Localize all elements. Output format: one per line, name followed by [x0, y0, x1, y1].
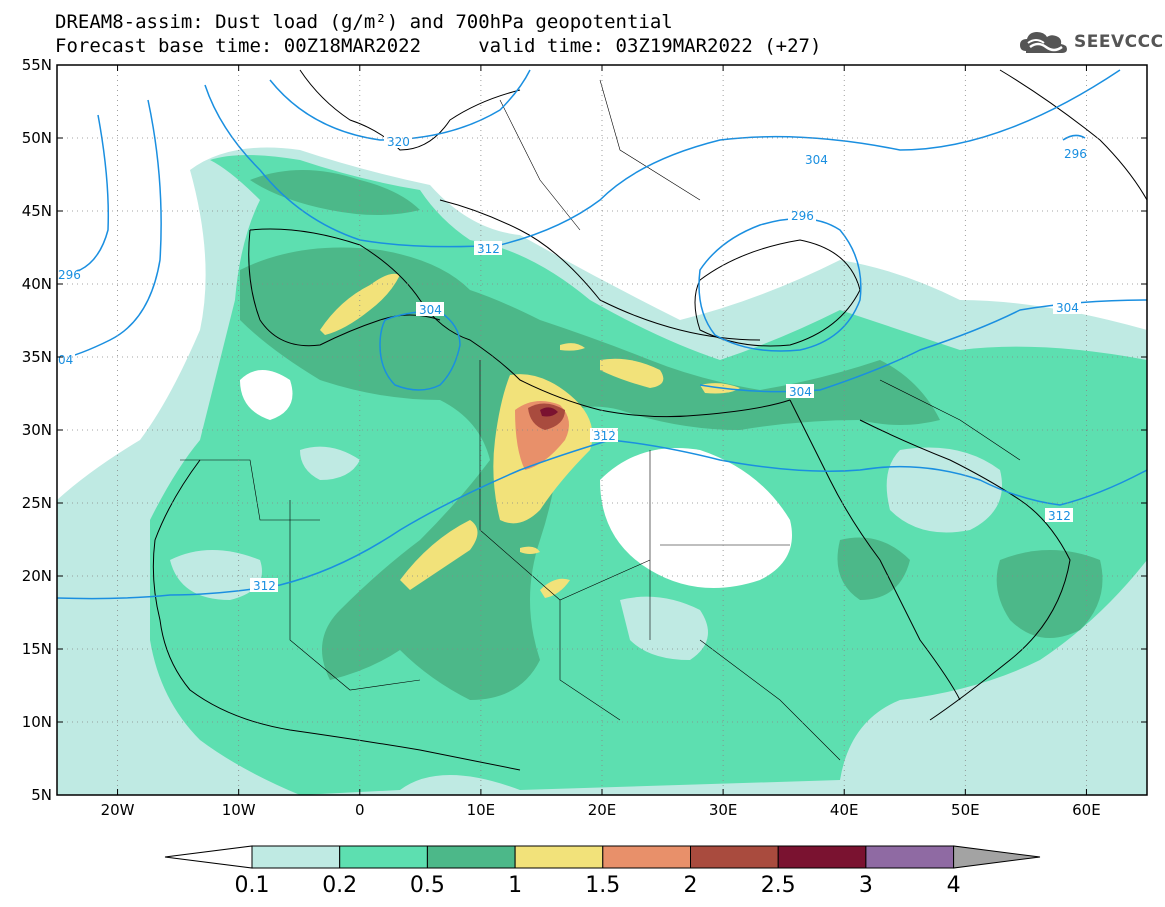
longitude-label: 0	[355, 801, 365, 819]
colorbar-label: 4	[947, 873, 961, 898]
colorbar-label: 2.5	[761, 873, 796, 898]
colorbar-label: 0.2	[322, 873, 357, 898]
colorbar-label: 0.5	[410, 873, 445, 898]
latitude-label: 10N	[22, 713, 52, 731]
contour-label: 312	[477, 242, 500, 256]
longitude-label: 20E	[588, 801, 617, 819]
longitude-label: 50E	[951, 801, 980, 819]
contour-label: 296	[791, 209, 814, 223]
latitude-label: 15N	[22, 640, 52, 658]
latitude-labels: 55N 50N 45N 40N 35N 30N 25N 20N 15N 10N 5N	[22, 56, 1147, 804]
latitude-label: 25N	[22, 494, 52, 512]
longitude-label: 60E	[1072, 801, 1101, 819]
colorbar-segment	[339, 845, 428, 869]
colorbar: 0.1 0.2 0.5 1 1.5 2 2.5 3 4	[164, 845, 1041, 898]
longitude-label: 30E	[709, 801, 738, 819]
colorbar-segment	[865, 845, 955, 869]
cloud-logo-icon	[1020, 32, 1067, 53]
contour-label: 304	[789, 385, 812, 399]
colorbar-low-arrow	[164, 845, 253, 869]
colorbar-label: 2	[684, 873, 698, 898]
colorbar-label: 0.1	[235, 873, 270, 898]
longitude-label: 10W	[222, 801, 256, 819]
borders	[180, 79, 1021, 761]
contour-label: 312	[593, 429, 616, 443]
contour-label: 304	[805, 153, 828, 167]
colorbar-segment	[690, 845, 779, 869]
contour-label: 296	[58, 268, 81, 282]
colorbar-segment	[514, 845, 604, 869]
contour-label: 304	[419, 303, 442, 317]
longitude-label: 40E	[830, 801, 859, 819]
colorbar-segment	[426, 845, 516, 869]
longitude-labels: 20W 10W 0 10E 20E 30E 40E 50E 60E	[101, 65, 1101, 819]
colorbar-segment	[251, 845, 341, 869]
latitude-label: 5N	[31, 786, 52, 804]
logo-text: SEEVCCC	[1074, 32, 1164, 52]
map-title: DREAM8-assim: Dust load (g/m²) and 700hP…	[55, 11, 673, 33]
latitude-label: 20N	[22, 567, 52, 585]
contour-label: 296	[1064, 147, 1087, 161]
contour-label: 312	[253, 579, 276, 593]
latitude-label: 55N	[22, 56, 52, 74]
colorbar-segment	[602, 845, 691, 869]
seevccc-logo: SEEVCCC	[1018, 26, 1164, 58]
colorbar-label: 1	[508, 873, 522, 898]
contour-label: 304	[1056, 301, 1079, 315]
map-gridlines	[57, 65, 1147, 795]
longitude-label: 20W	[101, 801, 135, 819]
colorbar-high-arrow	[953, 845, 1041, 869]
colorbar-label: 3	[859, 873, 873, 898]
contour-label: 320	[387, 135, 410, 149]
latitude-label: 35N	[22, 348, 52, 366]
latitude-label: 45N	[22, 202, 52, 220]
latitude-label: 50N	[22, 129, 52, 147]
longitude-label: 10E	[467, 801, 496, 819]
latitude-label: 40N	[22, 275, 52, 293]
colorbar-segment	[777, 845, 867, 869]
latitude-label: 30N	[22, 421, 52, 439]
colorbar-label: 1.5	[585, 873, 620, 898]
map-subtitle: Forecast base time: 00Z18MAR2022 valid t…	[55, 35, 822, 57]
contour-label: 312	[1048, 509, 1071, 523]
contour-label: 04	[58, 353, 73, 367]
